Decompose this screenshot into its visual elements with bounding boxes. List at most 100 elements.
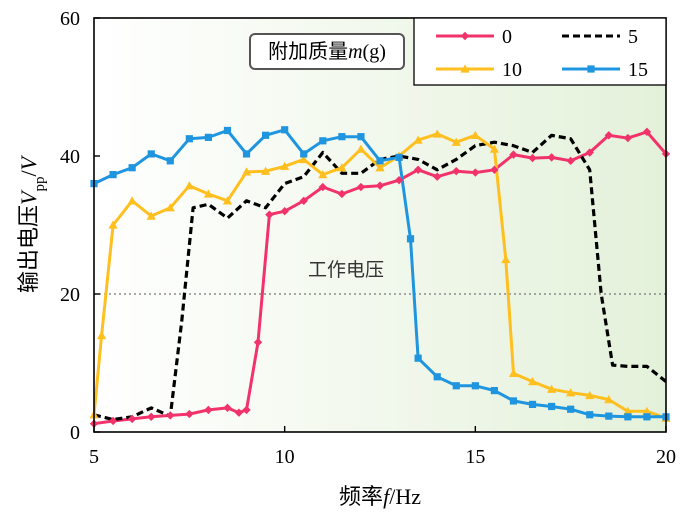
data-point xyxy=(508,368,519,378)
legend-label: 10 xyxy=(502,59,522,81)
data-point xyxy=(586,411,594,419)
data-point xyxy=(356,182,366,192)
y-tick-label: 40 xyxy=(60,146,80,168)
data-point xyxy=(280,161,290,171)
data-point xyxy=(147,150,155,158)
data-point xyxy=(242,150,251,158)
data-point xyxy=(566,156,575,166)
data-point xyxy=(624,413,632,421)
data-point xyxy=(356,144,366,153)
data-point xyxy=(185,409,194,419)
data-point xyxy=(338,133,346,141)
data-point xyxy=(280,207,289,216)
data-point xyxy=(501,254,511,264)
data-point xyxy=(406,235,415,243)
data-point xyxy=(300,150,308,158)
data-point xyxy=(394,175,404,185)
legend-item-5: 5 xyxy=(562,26,638,48)
data-point xyxy=(605,412,613,420)
data-point xyxy=(127,414,137,424)
data-point xyxy=(642,406,652,415)
data-point xyxy=(223,126,232,135)
data-point xyxy=(318,170,328,179)
data-point xyxy=(566,388,576,397)
legend-title-box: 附加质量m(g) xyxy=(249,33,405,70)
data-point xyxy=(127,196,137,205)
data-point xyxy=(166,157,174,165)
data-point xyxy=(623,133,633,143)
data-point xyxy=(528,400,537,408)
data-point xyxy=(281,126,289,134)
legend-marker xyxy=(460,64,470,73)
data-point xyxy=(604,394,614,404)
data-point xyxy=(376,157,384,165)
plot-frame xyxy=(93,17,667,433)
legend-item-10: 10 xyxy=(436,59,522,81)
data-point xyxy=(241,167,252,176)
data-point xyxy=(337,163,347,172)
data-point xyxy=(165,203,175,212)
data-point xyxy=(357,133,365,141)
data-point xyxy=(375,181,385,190)
data-point xyxy=(185,135,193,143)
legend-marker xyxy=(587,65,595,73)
reference-line-label: 工作电压 xyxy=(308,259,384,281)
data-point xyxy=(432,129,442,138)
marker-layer xyxy=(89,126,671,428)
y-tick-label: 20 xyxy=(60,284,80,306)
data-point xyxy=(585,148,594,157)
data-point xyxy=(643,413,651,421)
data-point xyxy=(451,137,461,146)
y-axis-title: 输出电压Vpp/V xyxy=(16,154,48,293)
data-point xyxy=(203,189,213,198)
data-point xyxy=(490,387,498,395)
x-tick-label: 20 xyxy=(656,446,676,468)
data-point xyxy=(471,168,480,177)
data-point xyxy=(299,196,308,206)
legend-label: 15 xyxy=(628,59,648,81)
legend-title: 附加质量m(g) xyxy=(268,40,386,63)
data-point xyxy=(223,403,232,413)
data-point xyxy=(547,384,557,393)
legend-marker xyxy=(460,31,470,41)
data-point xyxy=(433,172,442,181)
data-point xyxy=(433,373,441,381)
data-point xyxy=(413,165,423,174)
y-tick-label: 0 xyxy=(70,422,80,444)
data-point xyxy=(265,210,274,219)
legend-title-frame xyxy=(249,33,405,70)
legend-label: 5 xyxy=(628,26,638,48)
legend: 0 5 10 15 xyxy=(413,17,667,86)
data-point xyxy=(108,220,118,229)
data-point xyxy=(146,211,156,220)
data-point xyxy=(108,416,118,426)
data-point xyxy=(470,130,480,139)
data-point xyxy=(642,127,652,137)
data-point xyxy=(548,402,556,411)
data-point xyxy=(623,406,633,415)
x-tick-label: 5 xyxy=(89,446,99,468)
data-point xyxy=(585,390,595,400)
data-point xyxy=(489,144,499,153)
data-point xyxy=(319,137,327,145)
data-point xyxy=(471,382,479,390)
legend-item-15: 15 xyxy=(562,59,648,81)
data-point xyxy=(547,153,556,162)
data-point xyxy=(109,171,117,179)
data-point xyxy=(509,150,518,159)
data-point xyxy=(527,377,538,386)
data-point xyxy=(184,181,194,190)
data-point xyxy=(318,182,327,192)
data-point xyxy=(509,397,518,405)
data-point xyxy=(261,166,271,175)
data-point xyxy=(528,153,537,163)
data-point xyxy=(413,135,423,144)
tick-layer: 5 10 15 20 0 20 40 60 xyxy=(60,8,676,468)
data-point xyxy=(262,131,270,139)
data-point xyxy=(337,189,347,199)
data-point xyxy=(242,405,251,415)
data-point xyxy=(128,164,136,172)
legend-label: 0 xyxy=(502,26,512,48)
data-point xyxy=(204,133,212,141)
